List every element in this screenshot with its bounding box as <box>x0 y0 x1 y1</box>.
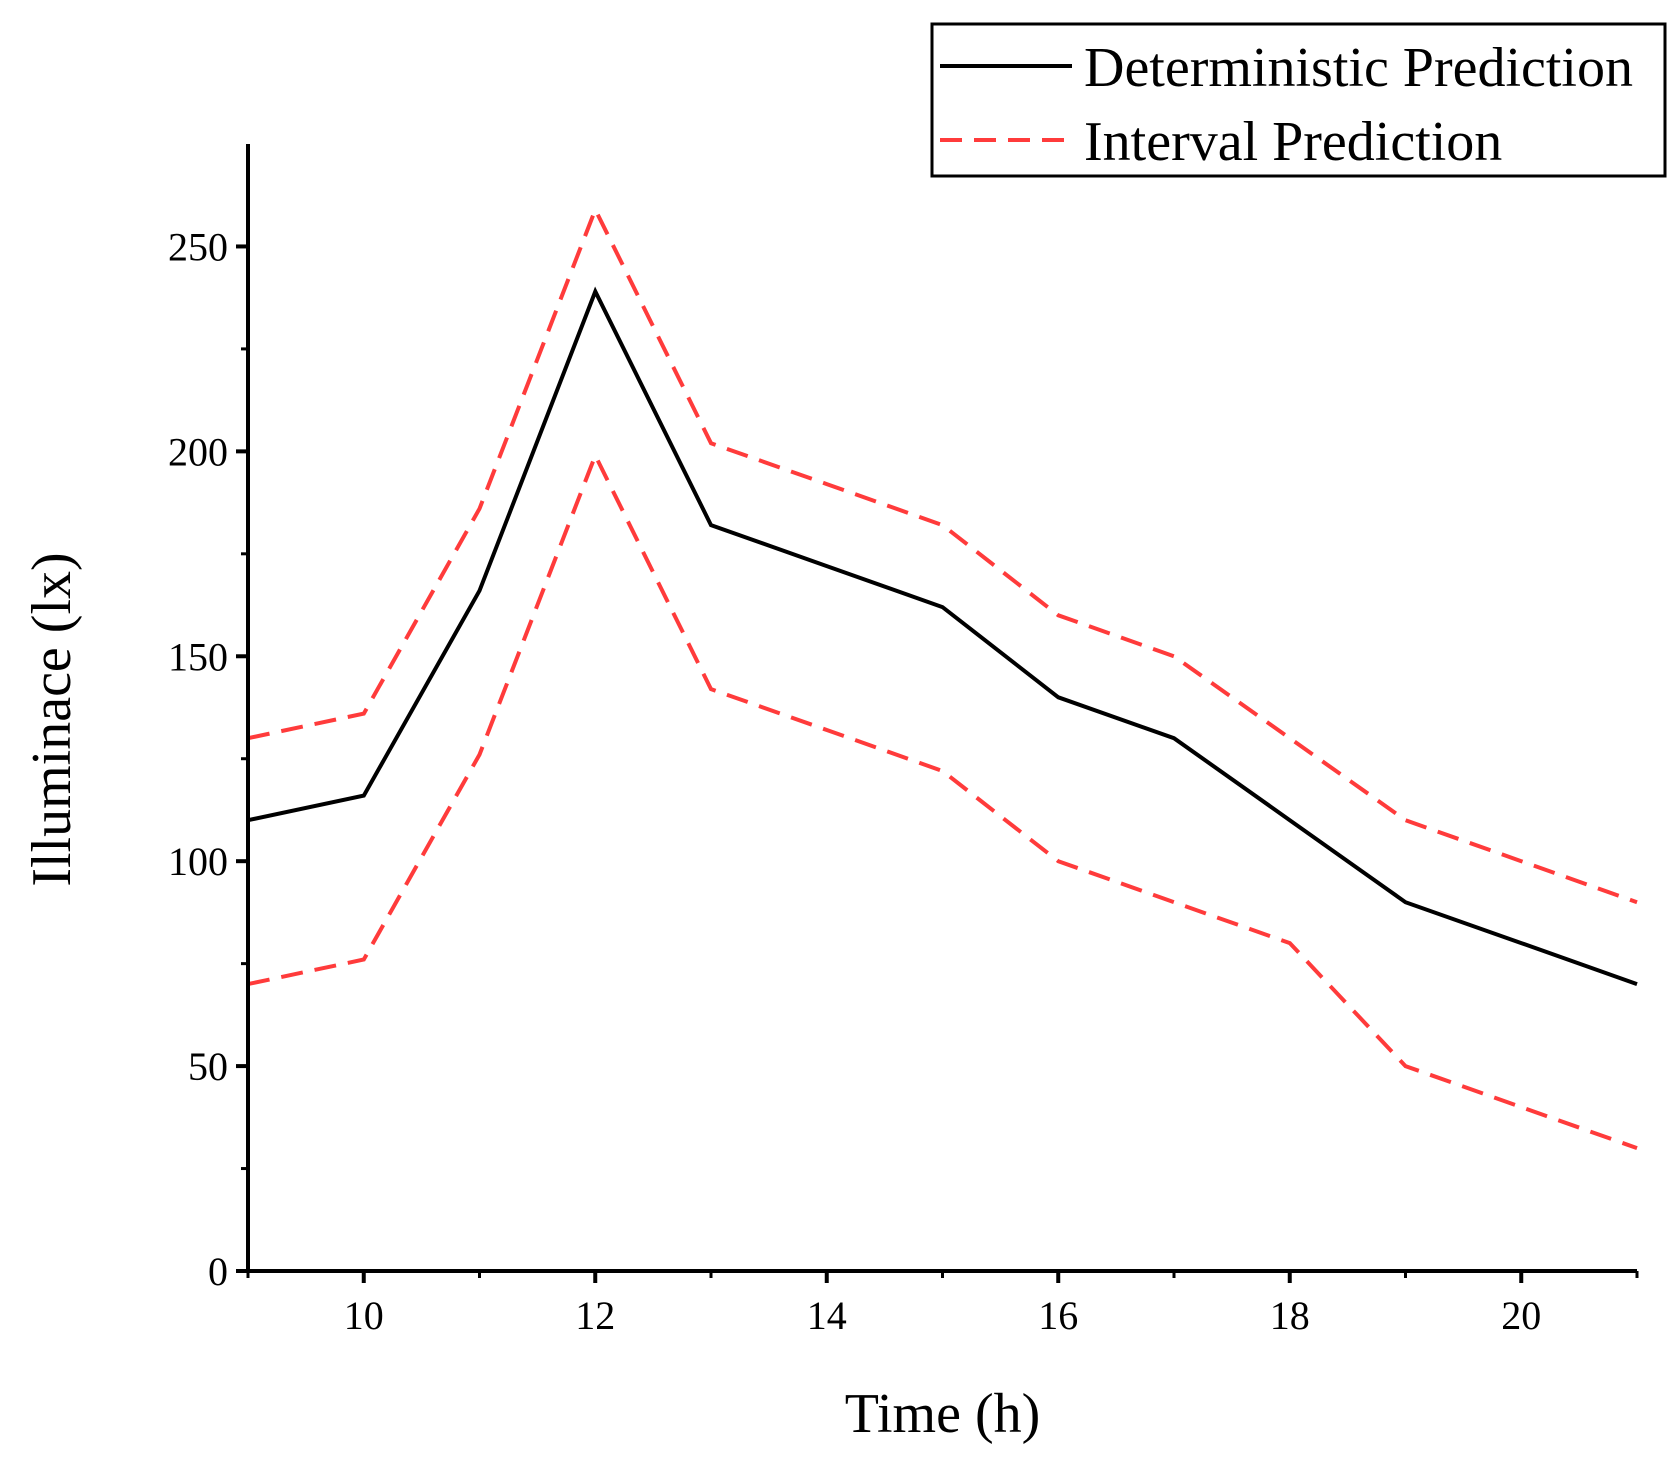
y-tick-label-250: 250 <box>168 224 228 269</box>
axes <box>246 144 1637 1273</box>
y-tick-label-200: 200 <box>168 429 228 474</box>
series-line-interval-prediction <box>247 204 1638 905</box>
x-axis-title: Time (h) <box>845 1383 1041 1445</box>
legend: Deterministic Prediction Interval Predic… <box>930 22 1667 178</box>
series-line-deterministic-prediction <box>247 286 1638 986</box>
x-tick-label-12: 12 <box>575 1293 615 1338</box>
series-layer <box>247 204 1638 1150</box>
x-tick-label-14: 14 <box>807 1293 847 1338</box>
x-tick-label-10: 10 <box>344 1293 384 1338</box>
y-tick-label-50: 50 <box>188 1044 228 1089</box>
legend-label-deterministic: Deterministic Prediction <box>1084 37 1633 99</box>
y-tick-label-100: 100 <box>168 839 228 884</box>
x-tick-label-18: 18 <box>1270 1293 1310 1338</box>
y-axis-title: Illuminace (lx) <box>21 552 83 886</box>
y-tick-label-0: 0 <box>208 1249 228 1294</box>
x-tick-label-20: 20 <box>1501 1293 1541 1338</box>
series-line-interval-prediction-lower <box>247 450 1638 1150</box>
legend-label-interval: Interval Prediction <box>1084 111 1502 173</box>
ticks: 0 50 100 150 200 250 10 12 14 16 18 20 <box>168 224 1639 1338</box>
y-tick-label-150: 150 <box>168 634 228 679</box>
legend-box <box>930 22 1667 178</box>
x-tick-label-16: 16 <box>1038 1293 1078 1338</box>
